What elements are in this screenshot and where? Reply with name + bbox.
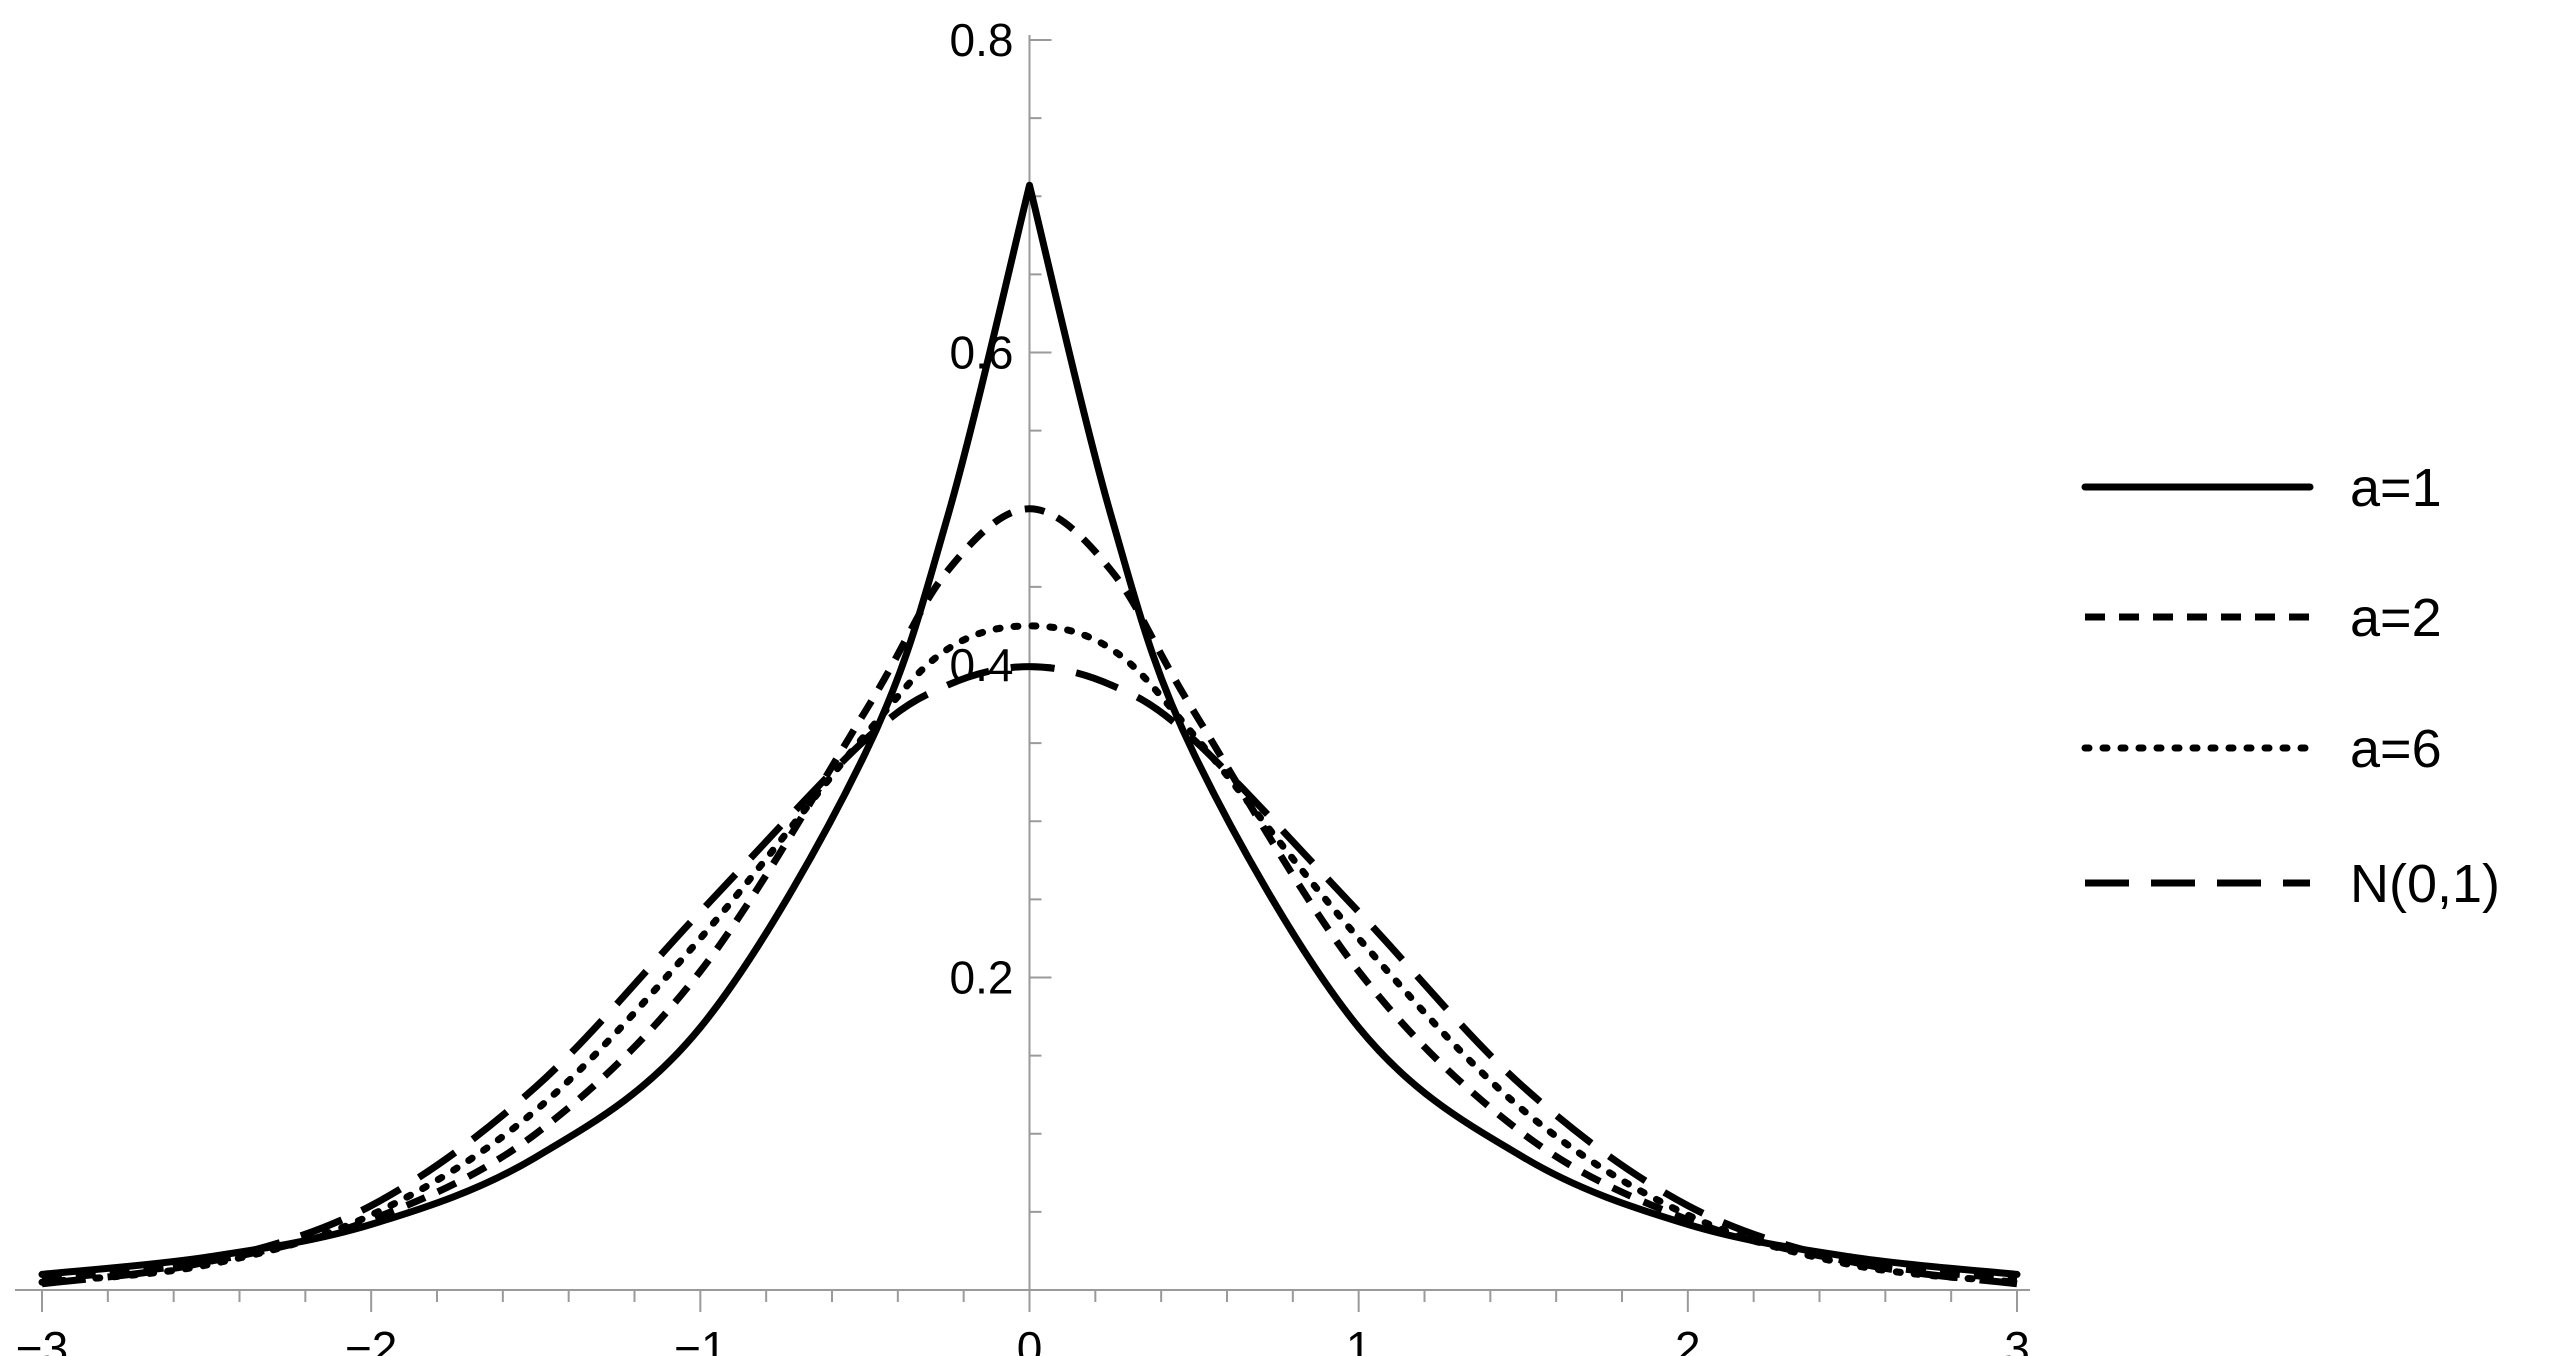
x-tick-label: −3	[16, 1322, 68, 1356]
legend-label-2: a=2	[2350, 588, 2442, 648]
tick-labels: −3 −2 −1 0 1 2 3 0.2 0.4 0.6 0.8	[16, 14, 2030, 1356]
y-tick-label: 0.2	[950, 952, 1014, 1004]
legend: a=1 a=2 a=6 N(0,1)	[2081, 458, 2500, 914]
plot-area	[38, 181, 2021, 1288]
series-line-3	[38, 622, 2021, 1286]
x-tick-label: −1	[674, 1322, 726, 1356]
x-tick-label: 1	[1346, 1322, 1372, 1356]
legend-label-3: a=6	[2350, 719, 2442, 779]
x-tick-label: 0	[1017, 1322, 1043, 1356]
x-tick-label: −2	[345, 1322, 397, 1356]
series-line-4	[41, 663, 2018, 1288]
legend-label-4: N(0,1)	[2350, 854, 2500, 914]
series-line-1	[38, 181, 2021, 1278]
legend-label-1: a=1	[2350, 458, 2442, 518]
axes	[15, 35, 2030, 1312]
y-tick-label: 0.4	[950, 639, 1014, 691]
y-tick-label: 0.6	[950, 327, 1014, 379]
y-tick-label: 0.8	[950, 14, 1014, 66]
x-tick-label: 3	[2004, 1322, 2030, 1356]
x-tick-label: 2	[1675, 1322, 1701, 1356]
series-line-2	[41, 505, 2018, 1283]
